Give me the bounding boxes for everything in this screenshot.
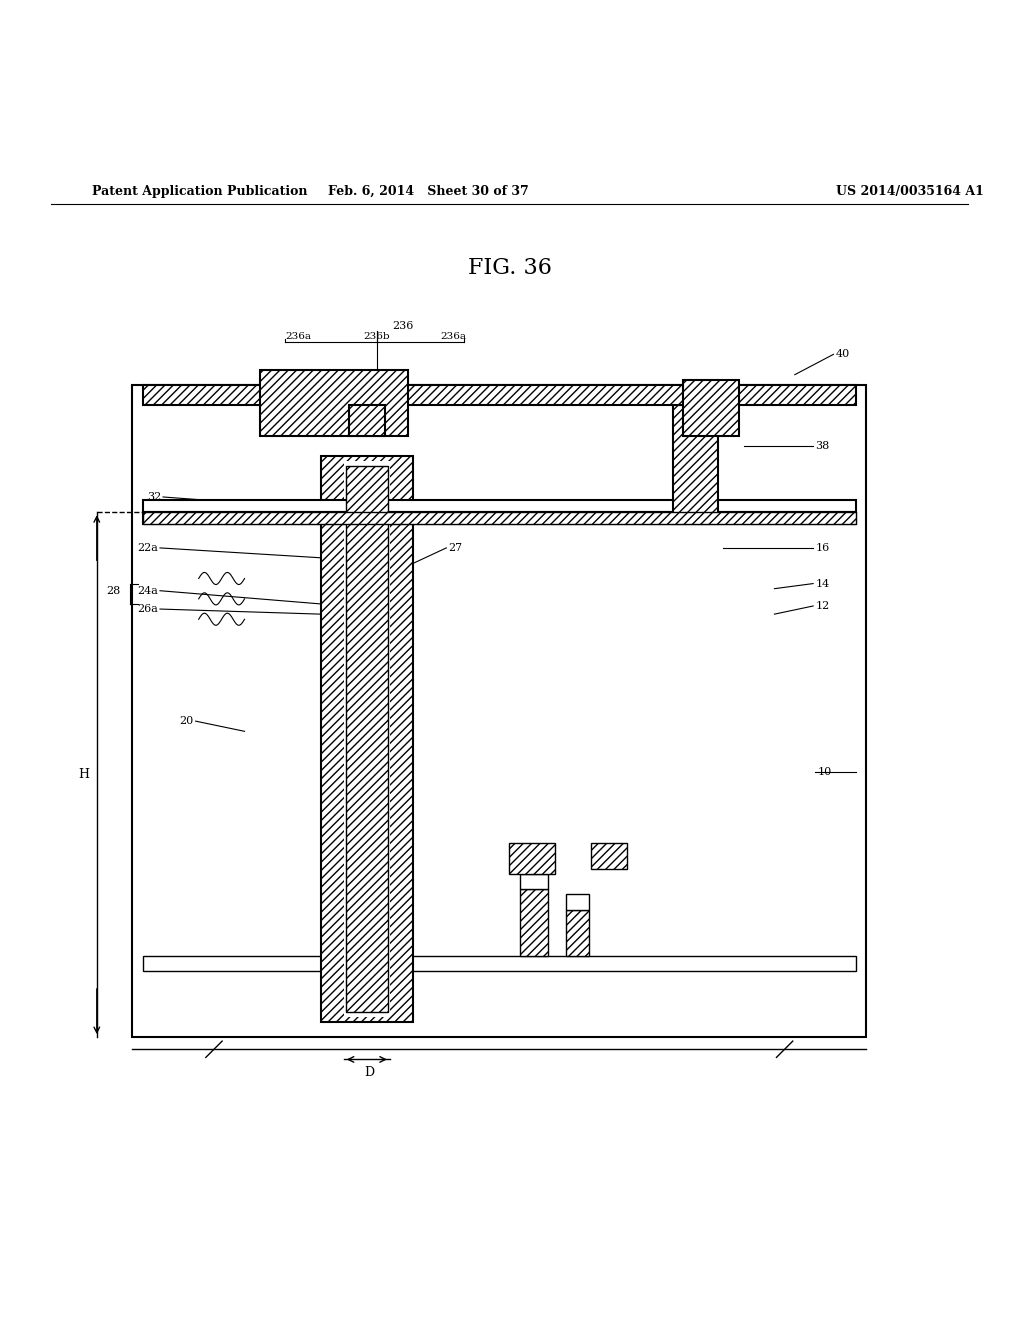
Text: US 2014/0035164 A1: US 2014/0035164 A1 bbox=[836, 185, 983, 198]
Bar bbox=[591, 843, 627, 869]
Bar bbox=[519, 890, 548, 956]
Bar bbox=[565, 909, 589, 956]
Text: 22a: 22a bbox=[137, 543, 158, 553]
Text: D: D bbox=[364, 1067, 374, 1080]
Bar bbox=[321, 457, 413, 1022]
Text: Patent Application Publication: Patent Application Publication bbox=[92, 185, 307, 198]
Text: 236a: 236a bbox=[286, 333, 311, 341]
Bar bbox=[346, 466, 388, 1011]
Bar bbox=[683, 380, 738, 436]
Text: 30: 30 bbox=[146, 507, 161, 517]
Bar bbox=[142, 500, 856, 512]
Text: 20: 20 bbox=[179, 717, 194, 726]
Text: 32: 32 bbox=[146, 492, 161, 502]
Bar bbox=[673, 405, 719, 524]
Text: 28: 28 bbox=[106, 586, 120, 595]
Bar bbox=[142, 512, 856, 524]
Bar bbox=[142, 956, 856, 970]
Text: FIG. 36: FIG. 36 bbox=[468, 256, 551, 279]
Text: 236b: 236b bbox=[364, 333, 390, 341]
Text: 40: 40 bbox=[836, 350, 850, 359]
Text: Feb. 6, 2014   Sheet 30 of 37: Feb. 6, 2014 Sheet 30 of 37 bbox=[328, 185, 528, 198]
Text: 24a: 24a bbox=[137, 586, 158, 595]
Bar bbox=[344, 461, 390, 1016]
Text: 38: 38 bbox=[815, 441, 829, 451]
Text: 236: 236 bbox=[392, 321, 413, 331]
Text: 16: 16 bbox=[815, 543, 829, 553]
Bar bbox=[142, 512, 856, 524]
Text: 27: 27 bbox=[449, 543, 463, 553]
Text: 10: 10 bbox=[817, 767, 831, 777]
Bar bbox=[260, 370, 408, 436]
Bar bbox=[519, 874, 548, 890]
Bar bbox=[510, 843, 555, 874]
Bar bbox=[142, 385, 856, 405]
Text: 236a: 236a bbox=[440, 333, 467, 341]
Bar bbox=[132, 385, 866, 1038]
Text: 12: 12 bbox=[815, 601, 829, 611]
Text: 14: 14 bbox=[815, 578, 829, 589]
Text: 26a: 26a bbox=[137, 605, 158, 614]
Bar bbox=[349, 405, 385, 436]
Text: H: H bbox=[78, 768, 89, 780]
Bar bbox=[565, 895, 589, 909]
